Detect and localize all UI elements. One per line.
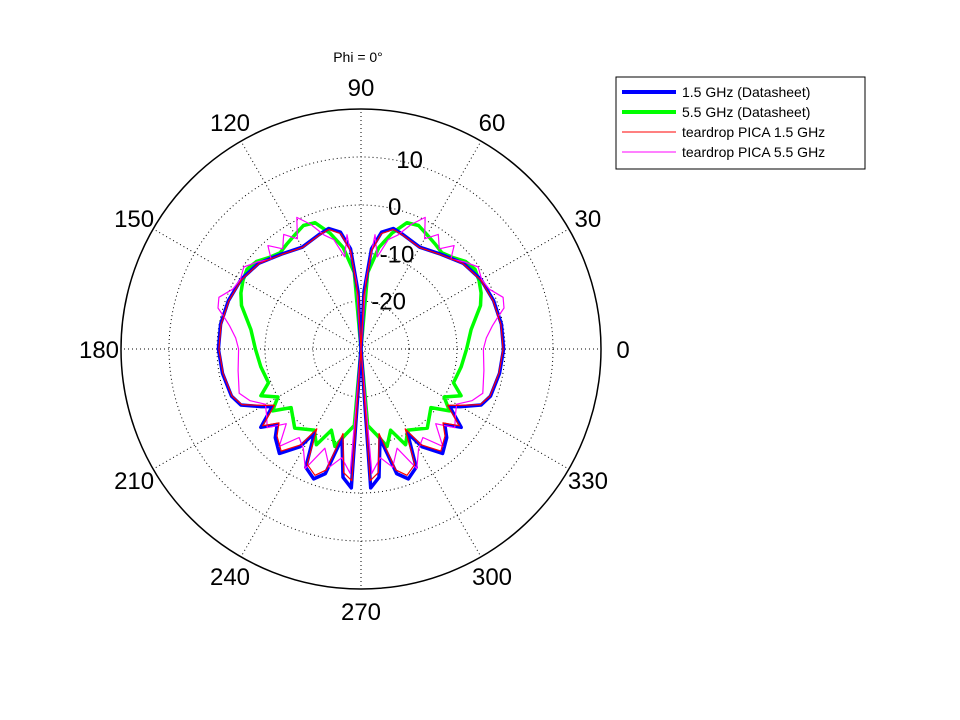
angle-tick-label: 60: [479, 110, 506, 137]
angle-tick-label: 210: [114, 468, 154, 495]
radial-labels: -20 -10 0 10: [371, 147, 423, 316]
angle-tick-label: 90: [348, 75, 375, 102]
radial-tick-label: -20: [371, 289, 406, 316]
legend-label-pica-5p5ghz: teardrop PICA 5.5 GHz: [682, 144, 825, 160]
angle-labels: 0 30 60 90 120 150 180 210 240 270 300 330: [79, 75, 630, 626]
chart-title: Phi = 0°: [333, 49, 383, 65]
angle-tick-label: 120: [210, 110, 250, 137]
series-1p5ghz-datasheet: [216, 226, 506, 490]
legend: 1.5 GHz (Datasheet) 5.5 GHz (Datasheet) …: [615, 76, 866, 170]
legend-label-pica-1p5ghz: teardrop PICA 1.5 GHz: [682, 124, 825, 140]
angle-tick-label: 240: [210, 564, 250, 591]
radial-tick-label: 0: [388, 194, 401, 221]
angle-tick-label: 0: [616, 337, 629, 364]
outer-ring: [120, 108, 602, 590]
radial-tick-label: -10: [380, 242, 415, 269]
series-pica-5p5ghz: [217, 216, 505, 474]
angle-tick-label: 270: [341, 599, 381, 626]
polar-grid: [120, 108, 602, 590]
angle-tick-label: 300: [472, 564, 512, 591]
spoke-line-210: [152, 348, 362, 470]
legend-label-1p5ghz-datasheet: 1.5 GHz (Datasheet): [682, 84, 810, 100]
spoke-line-330: [360, 348, 570, 470]
angle-tick-label: 150: [114, 206, 154, 233]
radial-ring-10: [168, 156, 554, 542]
legend-label-5p5ghz-datasheet: 5.5 GHz (Datasheet): [682, 104, 810, 120]
angle-tick-label: 330: [568, 468, 608, 495]
series-layer: [216, 216, 506, 490]
radial-ring--10: [264, 252, 458, 446]
radial-ring--20: [312, 300, 410, 398]
series-pica-1p5ghz: [218, 228, 504, 482]
series-5p5ghz-datasheet: [239, 220, 483, 449]
spoke-line-150: [152, 228, 362, 350]
angle-tick-label: 180: [79, 337, 119, 364]
radial-tick-label: 10: [396, 147, 423, 174]
angle-tick-label: 30: [575, 206, 602, 233]
